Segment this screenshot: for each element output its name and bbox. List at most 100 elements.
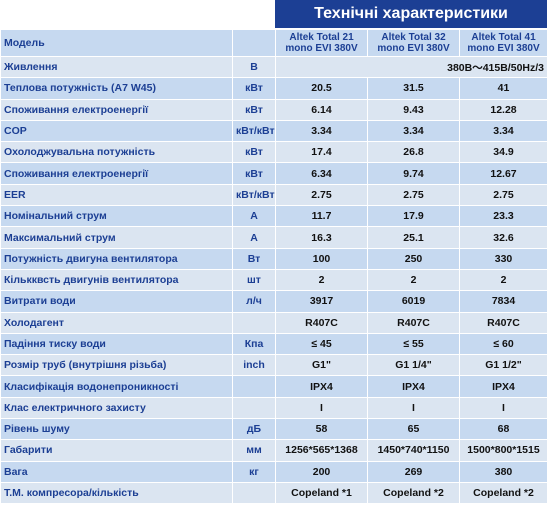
row-unit: кВт xyxy=(232,98,276,121)
row-value: 1450*740*1150 xyxy=(367,439,460,462)
table-row: Рівень шуму дБ 58 65 68 xyxy=(0,418,547,441)
table-row: Максимальний струм A 16.3 25.1 32.6 xyxy=(0,226,547,249)
row-label: Рівень шуму xyxy=(0,418,233,441)
row-value: 65 xyxy=(367,418,460,441)
row-value: 58 xyxy=(275,418,368,441)
row-value: 34.9 xyxy=(459,141,547,164)
table-row: Кількквсть двигунів вентилятора шт 2 2 2 xyxy=(0,268,547,292)
row-value: ≤ 60 xyxy=(459,332,547,356)
row-unit: В xyxy=(232,55,276,79)
row-label: Споживання електроенергії xyxy=(0,162,233,185)
row-unit: дБ xyxy=(232,418,276,441)
row-unit xyxy=(232,29,276,57)
row-label: Габарити xyxy=(0,439,233,462)
row-value: 17.9 xyxy=(367,205,460,228)
row-value: 3.34 xyxy=(459,119,547,143)
row-value: R407C xyxy=(459,311,547,334)
row-value: 100 xyxy=(275,247,368,270)
row-value: 380В～415В/50Hz/3 xyxy=(275,55,547,79)
row-value: 9.43 xyxy=(367,98,460,121)
row-value: Altek Total 41 mono EVI 380V xyxy=(459,29,547,57)
row-value: Altek Total 21 mono EVI 380V xyxy=(275,29,368,57)
row-value: Copeland *1 xyxy=(275,481,368,505)
row-value: 2 xyxy=(367,268,460,292)
row-unit: шт xyxy=(232,268,276,292)
table-row: Холодагент R407C R407C R407C xyxy=(0,311,547,334)
row-unit: A xyxy=(232,205,276,228)
row-value: 6019 xyxy=(367,290,460,313)
table-row: Теплова потужність (A7 W45) кВт 20.5 31.5 41 xyxy=(0,77,547,100)
table-row: Споживання електроенергії кВт 6.34 9.74 12.6… xyxy=(0,162,547,185)
row-value: 3.34 xyxy=(275,119,368,143)
row-value: Copeland *2 xyxy=(459,481,547,505)
table-row: Вага кг 200 269 380 xyxy=(0,460,547,483)
row-value: 32.6 xyxy=(459,226,547,249)
row-value: 7834 xyxy=(459,290,547,313)
row-value: 250 xyxy=(367,247,460,270)
row-value: 31.5 xyxy=(367,77,460,100)
row-value: 3917 xyxy=(275,290,368,313)
row-value: G1" xyxy=(275,354,368,377)
row-value: IPX4 xyxy=(459,375,547,398)
row-value: 11.7 xyxy=(275,205,368,228)
row-label: Класифікація водонепроникності xyxy=(0,375,233,398)
row-unit: л/ч xyxy=(232,290,276,313)
row-value: I xyxy=(275,396,368,420)
table-row: Т.М. компресора/кількість Copeland *1 Cope… xyxy=(0,481,547,505)
row-label: COP xyxy=(0,119,233,143)
row-label: Вага xyxy=(0,460,233,483)
row-value: 2.75 xyxy=(275,183,368,207)
row-label: Номінальний струм xyxy=(0,205,233,228)
row-unit: Кпа xyxy=(232,332,276,356)
table-row: EER кВт/кВт 2.75 2.75 2.75 xyxy=(0,183,547,207)
table-row: Охолоджувальна потужність кВт 17.4 26.8 34.9 xyxy=(0,141,547,164)
row-label: Падіння тиску води xyxy=(0,332,233,356)
row-label: Клас електричного захисту xyxy=(0,396,233,420)
row-label: EER xyxy=(0,183,233,207)
row-unit: кВт/кВт xyxy=(232,183,276,207)
row-value: 68 xyxy=(459,418,547,441)
table-row: Живлення В 380В～415В/50Hz/3 xyxy=(0,55,547,79)
row-value: 269 xyxy=(367,460,460,483)
table-row: Витрати води л/ч 3917 6019 7834 xyxy=(0,290,547,313)
table-row: Габарити мм 1256*565*1368 1450*740*1150 1500… xyxy=(0,439,547,462)
row-value: 200 xyxy=(275,460,368,483)
row-value: 2 xyxy=(275,268,368,292)
row-value: 1500*800*1515 xyxy=(459,439,547,462)
row-unit: кВт xyxy=(232,77,276,100)
row-value: 25.1 xyxy=(367,226,460,249)
row-unit: кг xyxy=(232,460,276,483)
row-value: G1 1/4" xyxy=(367,354,460,377)
row-unit xyxy=(232,375,276,398)
row-value: 12.28 xyxy=(459,98,547,121)
row-value: IPX4 xyxy=(367,375,460,398)
row-unit: мм xyxy=(232,439,276,462)
row-value: ≤ 45 xyxy=(275,332,368,356)
row-value: R407C xyxy=(367,311,460,334)
row-label: Модель xyxy=(0,29,233,57)
table-row: Модель Altek Total 21 mono EVI 380V Altek … xyxy=(0,29,547,57)
row-unit: кВт/кВт xyxy=(232,119,276,143)
row-label: Живлення xyxy=(0,55,233,79)
row-value: 2 xyxy=(459,268,547,292)
row-value: 3.34 xyxy=(367,119,460,143)
row-value: Altek Total 32 mono EVI 380V xyxy=(367,29,460,57)
table-row: Падіння тиску води Кпа ≤ 45 ≤ 55 ≤ 60 xyxy=(0,332,547,356)
row-value: 26.8 xyxy=(367,141,460,164)
row-unit xyxy=(232,311,276,334)
spec-table: Модель Altek Total 21 mono EVI 380V Altek … xyxy=(0,29,547,505)
row-value: 330 xyxy=(459,247,547,270)
row-label: Розмір труб (внутрішня різьба) xyxy=(0,354,233,377)
row-label: Споживання електроенергії xyxy=(0,98,233,121)
row-label: Максимальний струм xyxy=(0,226,233,249)
row-value: I xyxy=(459,396,547,420)
row-value: 2.75 xyxy=(367,183,460,207)
row-value: 41 xyxy=(459,77,547,100)
row-value: 6.34 xyxy=(275,162,368,185)
row-value: 12.67 xyxy=(459,162,547,185)
row-label: Охолоджувальна потужність xyxy=(0,141,233,164)
row-label: Кількквсть двигунів вентилятора xyxy=(0,268,233,292)
row-label: Потужність двигуна вентилятора xyxy=(0,247,233,270)
row-value: ≤ 55 xyxy=(367,332,460,356)
